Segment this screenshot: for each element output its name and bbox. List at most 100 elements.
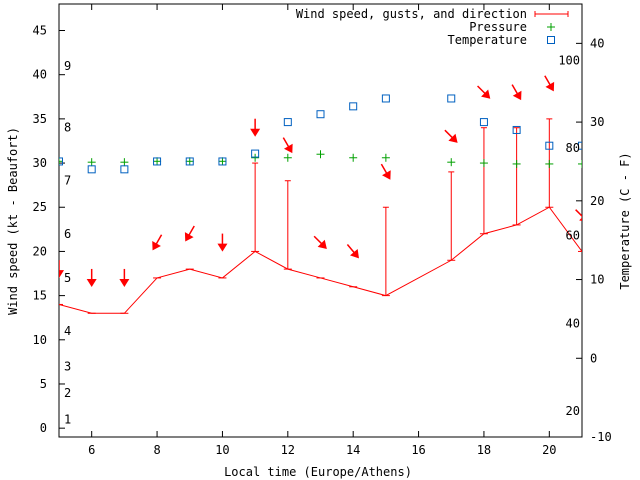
beaufort-label: 2 — [64, 386, 71, 400]
y-axis-title: Wind speed (kt - Beaufort) — [6, 127, 20, 315]
beaufort-label: 7 — [64, 174, 71, 188]
x-tick-label: 12 — [281, 443, 295, 457]
temperature-point — [545, 141, 554, 150]
temperature-point — [447, 94, 456, 103]
legend-temperature-sample — [547, 36, 555, 44]
wind-direction-arrow — [217, 233, 228, 252]
y-tick-label: 10 — [33, 333, 47, 347]
legend: Wind speed, gusts, and directionPressure… — [296, 7, 569, 47]
labels-layer: 6 8 10 12 14 16 18 20051015202530354045-1001020… — [33, 24, 612, 457]
pressure-point — [283, 153, 292, 162]
y-tick-label: 15 — [33, 289, 47, 303]
temperature-point — [578, 141, 582, 150]
y2-tick-label: 40 — [590, 36, 604, 50]
temperature-point — [479, 118, 488, 127]
wind-direction-arrow — [511, 84, 522, 101]
y2-tick-label: -10 — [590, 430, 612, 444]
temperature-point — [512, 125, 521, 134]
y2-tick-label: 10 — [590, 273, 604, 287]
y2-tick-label: 20 — [590, 194, 604, 208]
y-tick-label: 20 — [33, 244, 47, 258]
temperature-point — [153, 157, 162, 166]
pressure-point — [120, 158, 129, 167]
pressure-point — [59, 157, 63, 166]
beaufort-label: 1 — [64, 412, 71, 426]
y-tick-label: 0 — [40, 421, 47, 435]
temperature-point — [87, 165, 96, 174]
pressure-point — [316, 150, 325, 159]
temperature-point — [283, 118, 292, 127]
beaufort-label: 5 — [64, 271, 71, 285]
fahrenheit-label: 100 — [558, 54, 580, 68]
legend-label: Pressure — [469, 20, 527, 34]
pressure-point — [87, 158, 96, 167]
y-tick-label: 30 — [33, 156, 47, 170]
y-tick-label: 45 — [33, 24, 47, 38]
wind-direction-arrow — [575, 209, 582, 223]
wind-direction-arrow — [313, 235, 327, 249]
pressure-point — [153, 157, 162, 166]
plot-area — [58, 3, 583, 438]
wind-direction-arrow — [184, 225, 195, 242]
temperature-point — [316, 110, 325, 119]
y2-tick-label: 30 — [590, 115, 604, 129]
legend-label: Temperature — [448, 33, 527, 47]
wind-direction-arrow — [380, 163, 391, 180]
fahrenheit-label: 80 — [566, 141, 580, 155]
wind-direction-arrow — [59, 260, 64, 279]
x-tick-label: 6 — [88, 443, 95, 457]
temperature-point — [381, 94, 390, 103]
temperature-point — [120, 165, 129, 174]
fahrenheit-label: 60 — [566, 228, 580, 242]
pressure-point — [349, 153, 358, 162]
fahrenheit-label: 40 — [566, 317, 580, 331]
temperature-point — [218, 157, 227, 166]
y2-tick-label: 0 — [590, 351, 597, 365]
x-tick-label: 18 — [477, 443, 491, 457]
pressure-point — [512, 159, 521, 168]
beaufort-label: 8 — [64, 121, 71, 135]
pressure-point — [185, 157, 194, 166]
pressure-point — [545, 159, 554, 168]
y-tick-label: 25 — [33, 200, 47, 214]
pressure-point — [381, 153, 390, 162]
wind-direction-arrow — [444, 129, 458, 143]
data-layer — [59, 75, 582, 314]
x-tick-label: 16 — [411, 443, 425, 457]
wind-direction-arrow — [282, 137, 293, 154]
temperature-point — [251, 149, 260, 158]
wind-direction-arrow — [119, 268, 130, 287]
x-tick-label: 14 — [346, 443, 360, 457]
beaufort-label: 9 — [64, 59, 71, 73]
temperature-point — [349, 102, 358, 111]
wind-direction-arrow — [152, 234, 163, 251]
pressure-point — [578, 159, 582, 168]
temperature-point — [59, 157, 63, 166]
fahrenheit-label: 20 — [566, 404, 580, 418]
pressure-point — [479, 159, 488, 168]
legend-label: Wind speed, gusts, and direction — [296, 7, 527, 21]
wind-speed-line — [59, 206, 582, 314]
wind-direction-arrow — [346, 244, 359, 259]
x-tick-label: 8 — [153, 443, 160, 457]
y-tick-label: 35 — [33, 112, 47, 126]
wind-direction-arrow — [477, 85, 491, 99]
x-axis-title: Local time (Europe/Athens) — [224, 465, 412, 479]
beaufort-label: 3 — [64, 359, 71, 373]
y-tick-label: 5 — [40, 377, 47, 391]
legend-pressure-sample — [547, 23, 555, 31]
x-tick-label: 10 — [215, 443, 229, 457]
pressure-point — [447, 158, 456, 167]
y2-axis-title: Temperature (C - F) — [618, 152, 632, 289]
axis-ticks — [59, 4, 582, 438]
pressure-point — [218, 157, 227, 166]
wind-direction-arrow — [250, 118, 261, 137]
beaufort-label: 6 — [64, 227, 71, 241]
x-tick-label: 20 — [542, 443, 556, 457]
pressure-point — [251, 153, 260, 162]
temperature-point — [185, 157, 194, 166]
y-tick-label: 40 — [33, 68, 47, 82]
wind-direction-arrow — [544, 75, 555, 92]
beaufort-label: 4 — [64, 324, 71, 338]
